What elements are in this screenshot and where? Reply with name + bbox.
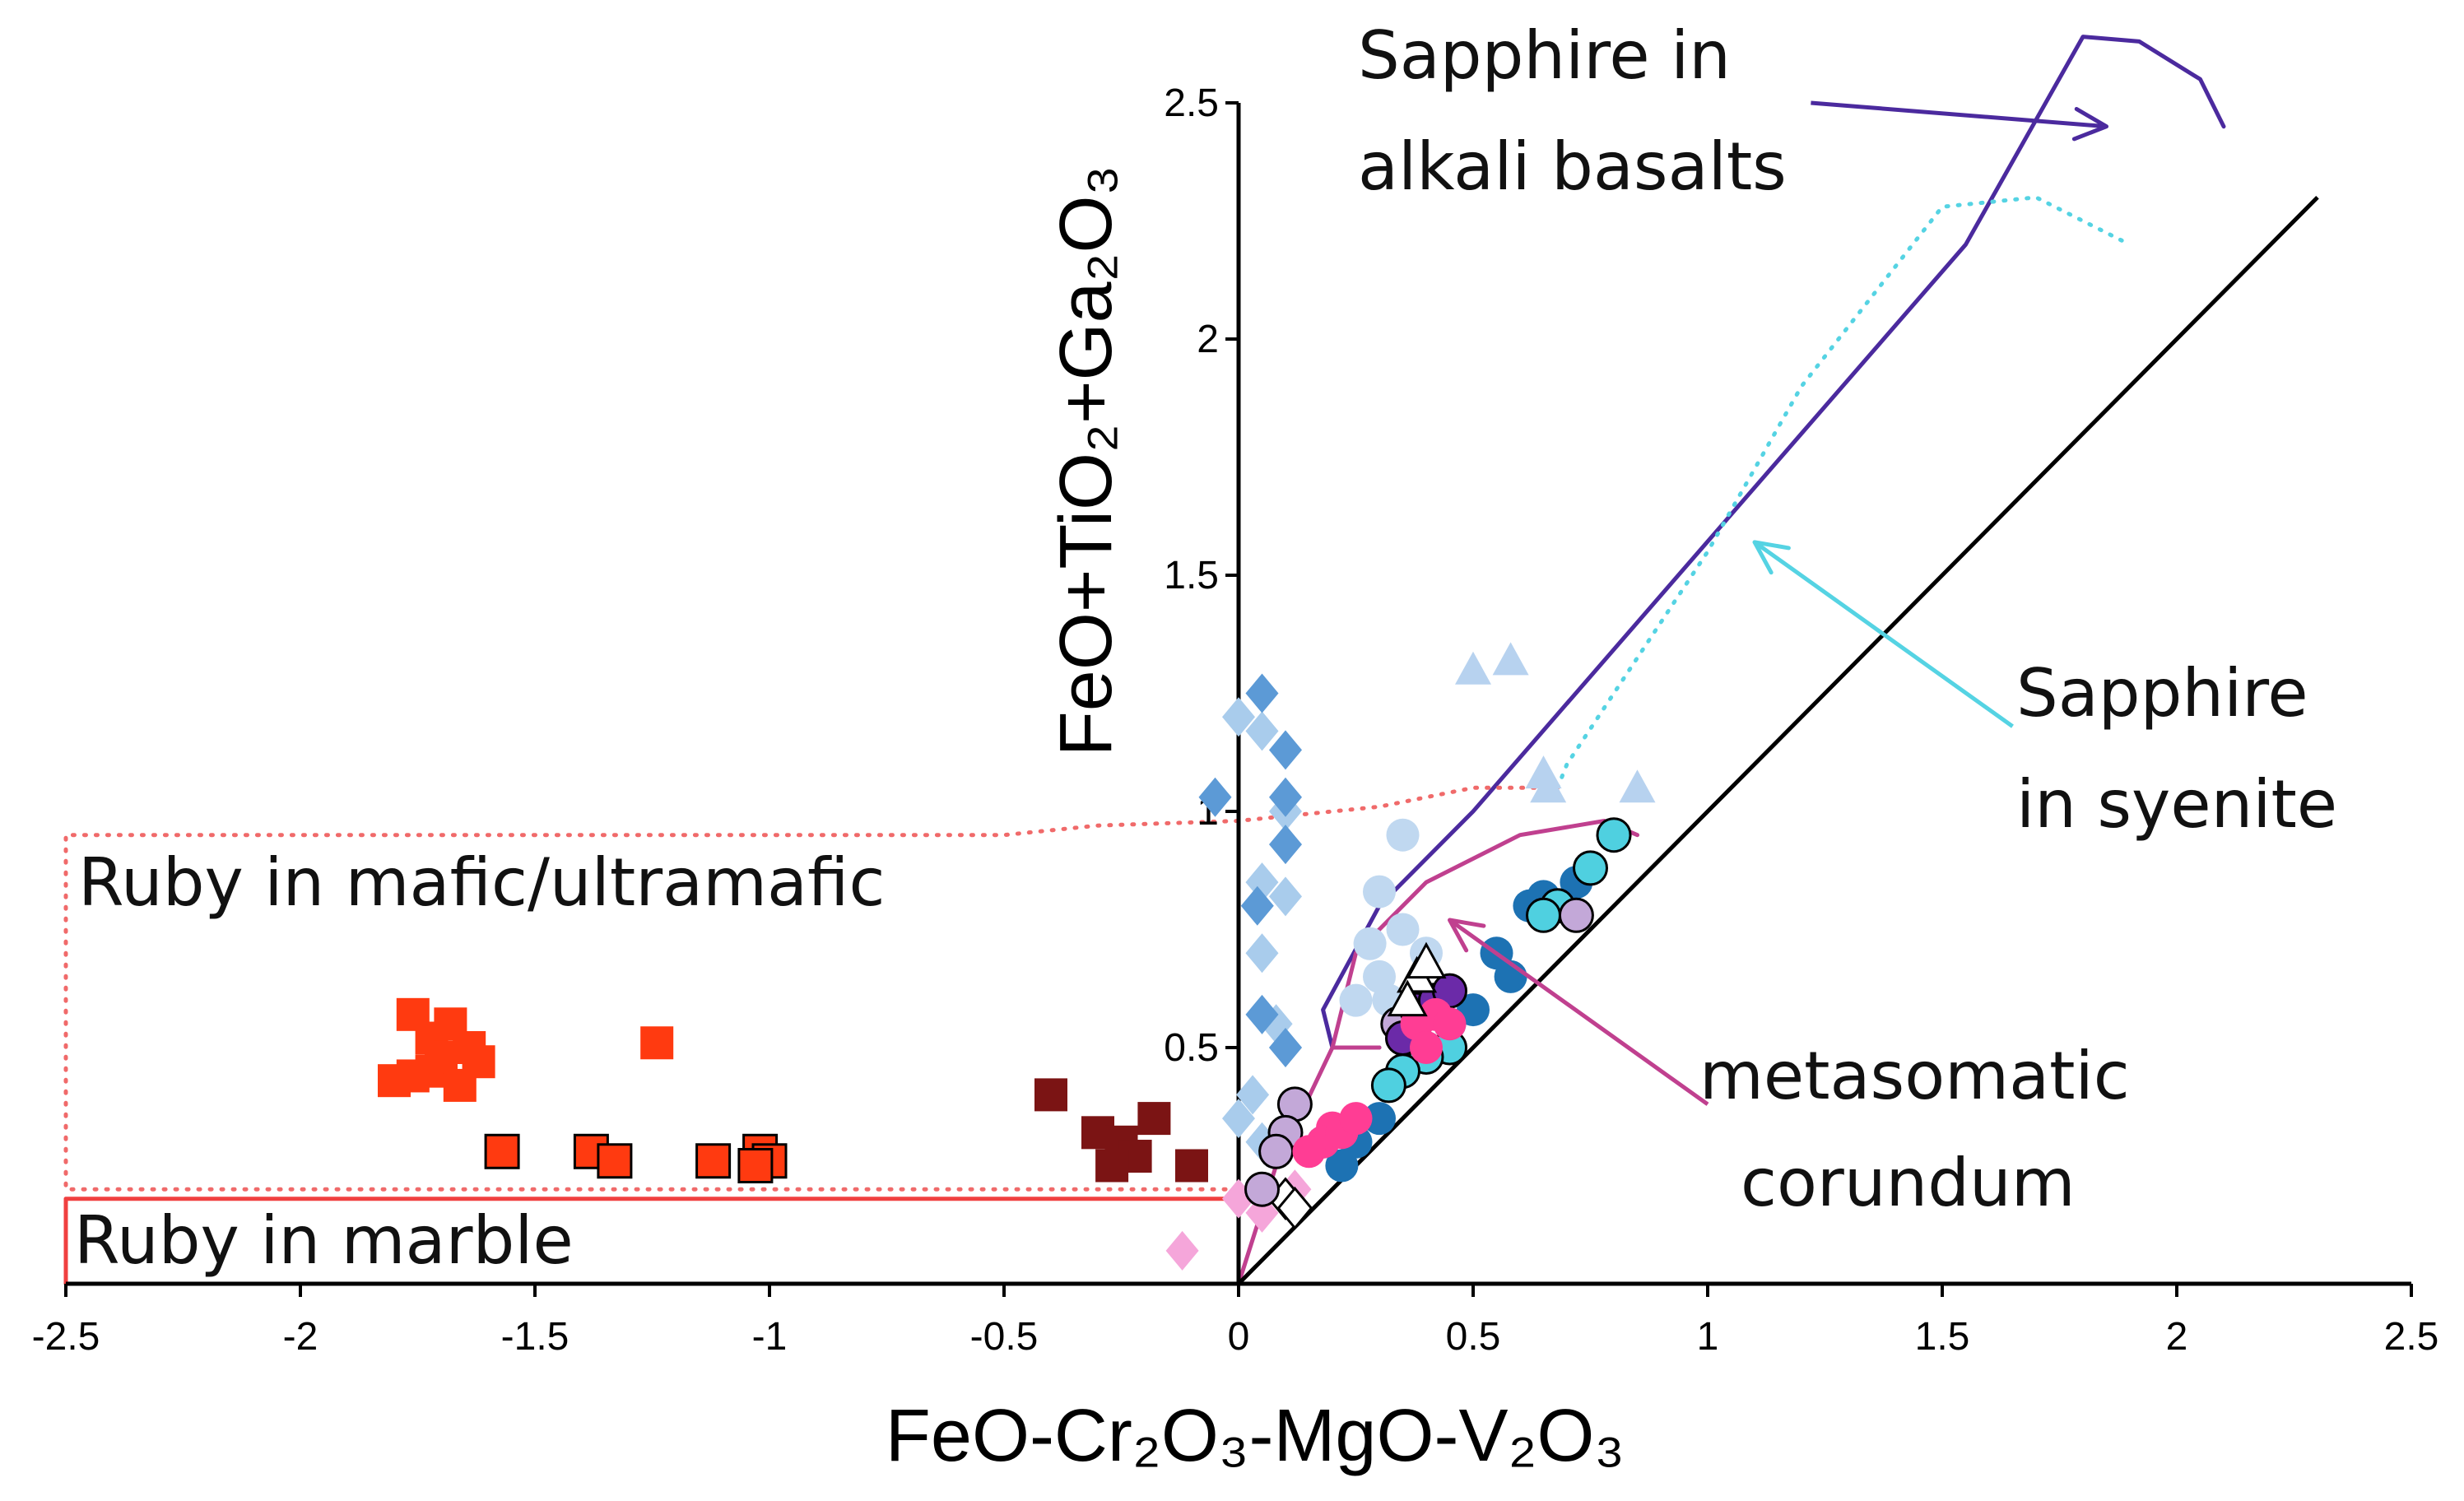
point-square: [695, 1143, 732, 1179]
point-triangle: [1455, 651, 1491, 685]
region-sapphire-alkali-basalts: [1321, 35, 2226, 1050]
point-diamond: [1245, 933, 1279, 974]
point-triangle: [1619, 769, 1656, 803]
annotation-ruby-mafic: Ruby in mafic/ultramafic: [78, 844, 885, 921]
data-points: [378, 642, 1656, 1271]
annotation-metasomatic-line2: corundum: [1741, 1145, 2076, 1221]
point-square: [1095, 1149, 1129, 1183]
point-circle: [1433, 1007, 1467, 1041]
x-tick-label: 0.5: [1446, 1315, 1501, 1359]
point-circle: [1596, 817, 1632, 853]
point-diamond: [1269, 777, 1302, 817]
point-diamond: [1269, 730, 1302, 770]
point-triangle: [1406, 941, 1447, 979]
x-tick-label: 1: [1697, 1315, 1719, 1359]
region-sapphire-syenite: [1555, 195, 2132, 790]
point-diamond: [1276, 1186, 1313, 1230]
point-diamond: [1222, 697, 1255, 737]
point-square: [640, 1026, 674, 1060]
arrow-syenite-shaft: [1753, 540, 2014, 728]
region-ruby-mafic-ultramafic: [63, 785, 1560, 1192]
annotation-arrows: [1448, 100, 2108, 1106]
point-triangle: [1387, 979, 1428, 1017]
point-triangle: [1492, 642, 1529, 676]
x-axis-title: FeO-Cr₂O₃-MgO-V₂O₃: [886, 1395, 1625, 1477]
region-ruby-marble: [63, 1197, 1241, 1286]
y-tick-label: 2.5: [1164, 81, 1219, 125]
point-square: [1175, 1149, 1208, 1183]
x-ticks: -2.5 -2 -1.5 -1 -0.5 0 0.5 1 1.5 2 2.5: [32, 1284, 2439, 1359]
arrow-metasomatic-shaft: [1448, 918, 1709, 1106]
annotation-metasomatic-line1: metasomatic: [1699, 1038, 2130, 1114]
arrow-metasomatic-head: [1448, 918, 1486, 953]
point-square: [425, 1040, 458, 1074]
point-circle: [1353, 927, 1387, 960]
reference-line: [1237, 196, 2319, 1285]
point-square: [1137, 1102, 1171, 1136]
x-tick-label: 2: [2166, 1315, 2188, 1359]
point-circle: [1292, 1135, 1326, 1169]
point-circle: [1244, 1171, 1280, 1207]
point-diamond: [1269, 1028, 1302, 1067]
x-tick-label: -1: [752, 1315, 788, 1359]
point-square: [1034, 1078, 1067, 1112]
y-tick-label: 0.5: [1164, 1026, 1219, 1070]
point-circle: [1410, 1031, 1443, 1064]
x-tick-label: 1.5: [1915, 1315, 1970, 1359]
point-circle: [1370, 1067, 1406, 1104]
x-tick-label: -1.5: [501, 1315, 570, 1359]
point-diamond: [1240, 885, 1274, 926]
point-circle: [1386, 818, 1420, 852]
point-circle: [1558, 897, 1594, 933]
annotation-ruby-marble: Ruby in marble: [74, 1202, 574, 1279]
point-square: [396, 1059, 430, 1093]
point-circle: [1526, 897, 1561, 933]
point-circle: [1386, 913, 1420, 946]
point-square: [484, 1133, 520, 1169]
annotation-sapphire-basalt-line2: alkali basalts: [1358, 128, 1787, 205]
y-tick-label: 2: [1197, 318, 1219, 361]
point-triangle: [1530, 769, 1567, 803]
x-tick-label: -2.5: [32, 1315, 100, 1359]
x-tick-label: 2.5: [2384, 1315, 2439, 1359]
point-diamond: [1165, 1230, 1199, 1271]
point-diamond: [1236, 1075, 1270, 1115]
point-diamond: [1245, 673, 1279, 713]
point-square: [597, 1143, 633, 1179]
point-circle: [1325, 1149, 1359, 1183]
point-circle: [1258, 1133, 1295, 1169]
y-axis-title: FeO+TiO₂+Ga₂O₃: [1045, 165, 1127, 756]
arrow-syenite-head: [1752, 540, 1791, 575]
point-diamond: [1222, 1099, 1255, 1139]
annotation-sapphire-basalt-line1: Sapphire in: [1358, 17, 1731, 94]
point-diamond: [1245, 711, 1279, 751]
point-diamond: [1269, 825, 1302, 865]
point-square: [737, 1148, 774, 1183]
x-tick-label: 0: [1228, 1315, 1250, 1359]
arrow-basalt-head: [2071, 106, 2108, 142]
point-circle: [1363, 1102, 1396, 1136]
x-tick-label: -0.5: [970, 1315, 1039, 1359]
point-diamond: [1245, 994, 1279, 1034]
point-square: [443, 1068, 477, 1102]
point-circle: [1339, 1102, 1373, 1136]
arrow-basalt-shaft: [1811, 100, 2107, 129]
annotation-sapphire-syenite-line2: in syenite: [2016, 766, 2337, 843]
point-circle: [1363, 875, 1396, 908]
point-diamond: [1198, 777, 1232, 817]
x-tick-label: -2: [283, 1315, 318, 1359]
point-diamond: [1269, 876, 1302, 917]
reference-line-group: [1237, 196, 2319, 1285]
annotation-sapphire-syenite-line1: Sapphire: [2016, 655, 2308, 732]
y-ticks: 0.511.522.5: [1164, 81, 1239, 1070]
point-circle: [1339, 983, 1373, 1017]
point-circle: [1573, 850, 1608, 886]
y-tick-label: 1.5: [1164, 554, 1219, 597]
